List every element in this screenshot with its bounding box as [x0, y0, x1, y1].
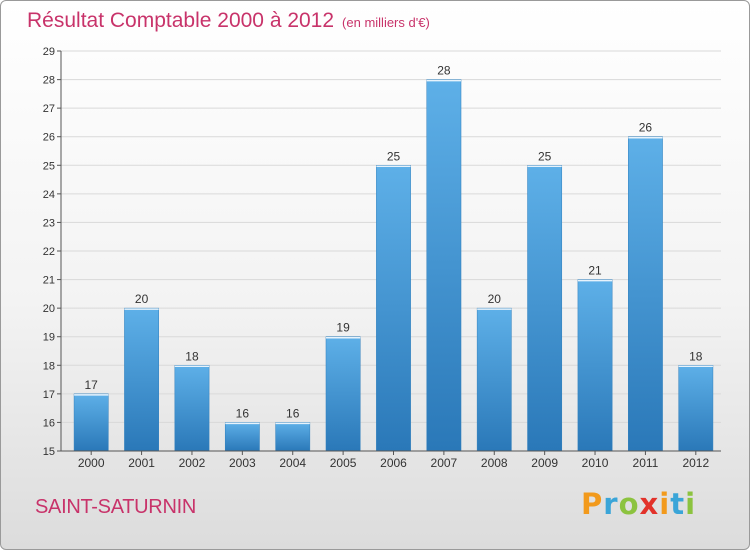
- chart-title-text: Résultat Comptable 2000 à 2012: [27, 9, 335, 32]
- bar: [376, 165, 411, 452]
- x-tick-label: 2010: [582, 456, 609, 470]
- y-tick-label: 27: [43, 103, 55, 115]
- y-tick-label: 19: [43, 332, 55, 344]
- x-tick-label: 2008: [481, 456, 508, 470]
- data-label: 16: [236, 406, 250, 420]
- data-label: 18: [185, 349, 199, 363]
- x-tick-label: 2009: [531, 456, 558, 470]
- y-tick-label: 29: [43, 46, 55, 58]
- data-label: 25: [387, 149, 401, 163]
- x-tick-label: 2000: [78, 456, 105, 470]
- bar: [527, 165, 563, 452]
- data-label: 20: [488, 292, 502, 306]
- x-tick-label: 2011: [633, 456, 659, 470]
- y-tick-label: 28: [43, 75, 55, 87]
- x-tick-label: 2007: [431, 456, 458, 470]
- location-name: SAINT-SATURNIN: [35, 496, 196, 518]
- bar: [174, 365, 210, 452]
- bar: [426, 79, 462, 452]
- bar: [73, 393, 109, 452]
- y-tick-label: 23: [43, 217, 55, 229]
- x-tick-label: 2003: [229, 456, 256, 470]
- data-label: 16: [286, 406, 300, 420]
- data-label: 26: [639, 121, 653, 135]
- data-label: 21: [588, 264, 602, 278]
- bar: [124, 307, 159, 452]
- x-tick-label: 2006: [380, 456, 407, 470]
- bar: [275, 422, 311, 452]
- data-label: 25: [538, 149, 552, 163]
- brand-logo-letter: i: [659, 487, 671, 521]
- y-tick-label: 16: [43, 417, 55, 429]
- chart-title: Résultat Comptable 2000 à 2012 (en millie…: [27, 9, 430, 33]
- data-label: 17: [85, 378, 99, 392]
- brand-logo-letter: P: [581, 487, 604, 521]
- brand-logo-letter: i: [685, 487, 697, 521]
- brand-logo-letter: o: [618, 487, 640, 521]
- data-label: 19: [336, 321, 350, 335]
- y-tick-label: 21: [43, 275, 55, 287]
- y-tick-label: 20: [43, 303, 55, 315]
- x-tick-label: 2005: [330, 456, 357, 470]
- brand-logo: Proxiti: [581, 487, 696, 521]
- bar: [628, 136, 663, 452]
- bar: [678, 365, 714, 452]
- data-label: 18: [689, 349, 703, 363]
- y-tick-label: 17: [43, 389, 55, 401]
- bar: [325, 336, 361, 452]
- x-tick-label: 2004: [279, 456, 306, 470]
- y-tick-label: 18: [43, 360, 55, 372]
- chart-subtitle: (en milliers d'€): [342, 15, 430, 30]
- brand-logo-letter: x: [639, 487, 660, 521]
- y-tick-label: 26: [43, 132, 55, 144]
- y-tick-label: 22: [43, 246, 55, 258]
- y-tick-label: 25: [43, 160, 55, 172]
- y-tick-label: 15: [43, 446, 55, 458]
- bar: [476, 307, 512, 452]
- brand-logo-letter: r: [603, 487, 619, 521]
- data-label: 20: [135, 292, 149, 306]
- x-tick-label: 2012: [682, 456, 709, 470]
- data-label: 28: [437, 64, 451, 78]
- brand-logo-letter: t: [670, 487, 686, 521]
- x-tick-label: 2001: [128, 456, 155, 470]
- x-tick-label: 2002: [179, 456, 206, 470]
- bar: [224, 422, 260, 452]
- y-tick-label: 24: [43, 189, 55, 201]
- bar: [577, 279, 613, 452]
